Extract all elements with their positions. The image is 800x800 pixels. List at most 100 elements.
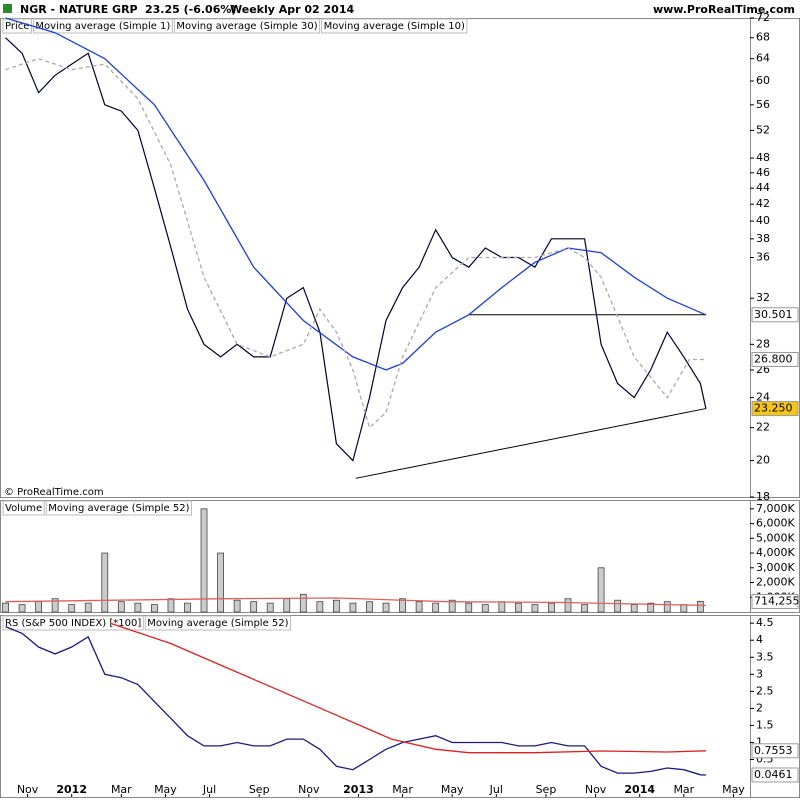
legend-entry: Moving average (Simple 1) [35, 21, 170, 32]
value-badge [751, 767, 799, 783]
y-tick-label: 46 [756, 166, 770, 179]
y-tick-label: 4,000K [756, 546, 795, 559]
y-tick-label: 36 [756, 251, 770, 264]
series-line [5, 58, 706, 429]
legend-box [144, 615, 292, 631]
x-tick-label: May [154, 783, 177, 796]
volume-bar [266, 602, 274, 613]
y-tick-label: 2,000K [756, 576, 795, 589]
y-tick-label: 3.5 [756, 650, 774, 663]
volume-bar [200, 508, 208, 613]
y-tick-label: 1.5 [756, 718, 774, 731]
y-tick-label: 48 [756, 151, 770, 164]
volume-bar [696, 601, 704, 613]
value-badge-label: 0.7553 [754, 744, 793, 757]
legend-entry: Price [5, 21, 29, 32]
volume-bar [680, 604, 688, 613]
y-tick-label: 52 [756, 123, 770, 136]
volume-bar [614, 599, 622, 613]
symbol-title: NGR - NATURE GRP [20, 3, 138, 16]
volume-bar [349, 602, 357, 613]
volume-bar [250, 601, 258, 613]
y-tick-label: 2 [756, 701, 763, 714]
volume-bar [399, 598, 406, 613]
y-tick-label: 6,000K [756, 517, 795, 530]
y-tick-label: 32 [756, 291, 770, 304]
legend-entry: Volume [5, 503, 42, 514]
series-line [5, 625, 706, 776]
volume-bar [117, 601, 125, 613]
value-badge-label: 0.0461 [754, 768, 793, 781]
value-badge-label: 30.501 [754, 308, 793, 321]
volume-bar [283, 598, 291, 613]
copyright: © ProRealTime.com [4, 487, 104, 498]
legend-entry: RS (S&P 500 INDEX) [*100] [5, 618, 141, 629]
volume-bar [51, 598, 59, 613]
x-tick-label: 2012 [56, 783, 87, 796]
volume-bar [448, 599, 456, 613]
site: www.ProRealTime.com [653, 3, 795, 16]
series-line [5, 37, 707, 462]
y-tick-label: 64 [756, 52, 770, 65]
y-tick-label: 24 [756, 391, 770, 404]
y-tick-label: 60 [756, 74, 770, 87]
x-tick-label: Nov [17, 783, 39, 796]
y-tick-label: 3,000K [756, 561, 795, 574]
y-tick-label: 72 [756, 11, 770, 24]
value-badge-label: 23.250 [754, 402, 793, 415]
series-line [5, 17, 707, 371]
y-tick-label: 44 [756, 181, 770, 194]
volume-bar [134, 602, 142, 613]
value-badge [751, 593, 799, 609]
y-tick-label: 68 [756, 31, 770, 44]
y-tick-label: 7,000K [756, 502, 795, 515]
x-tick-label: 2014 [624, 783, 655, 796]
period: Weekly Apr 02 2014 [230, 3, 354, 16]
y-tick-label: 40 [756, 214, 770, 227]
series-line [5, 597, 706, 607]
y-tick-label: 3 [756, 667, 763, 680]
y-tick-label: 5,000K [756, 531, 795, 544]
volume-bar [316, 601, 324, 613]
volume-bar [299, 593, 307, 613]
x-tick-label: Sep [536, 783, 557, 796]
volume-bar [514, 602, 522, 613]
value-badge [751, 351, 799, 367]
volume-bar [531, 604, 539, 613]
volume-bar [548, 602, 555, 613]
volume-bar [366, 601, 373, 613]
y-tick-label: 28 [756, 337, 770, 350]
value-badge [751, 307, 799, 323]
volume-bar [382, 602, 390, 613]
volume-bar [101, 552, 109, 613]
x-tick-label: Jul [202, 783, 216, 796]
y-tick-label: 1 [756, 735, 763, 748]
volume-bar [84, 602, 92, 613]
legend-entry: Moving average (Simple 52) [147, 618, 288, 629]
y-tick-label: 22 [756, 421, 770, 434]
y-tick-label: 38 [756, 232, 770, 245]
volume-bar [432, 602, 440, 613]
volume-bar [217, 552, 224, 613]
volume-bar [564, 598, 572, 613]
value-badge-label: 714,255 [754, 594, 800, 607]
x-tick-label: Mar [673, 783, 694, 796]
volume-bar [415, 601, 423, 613]
volume-bar [68, 604, 76, 613]
legend-box [2, 500, 45, 516]
series-line [110, 622, 706, 754]
y-tick-label: 2.5 [756, 684, 774, 697]
volume-bar [151, 604, 158, 613]
volume-bar [233, 599, 241, 613]
legend-entry: Moving average (Simple 30) [176, 21, 317, 32]
legend-box [45, 500, 192, 516]
legend-box [321, 18, 468, 34]
quote: 23.25 (-6.06%) [145, 3, 236, 16]
legend-box [173, 18, 321, 34]
legend-entry: Moving average (Simple 52) [48, 503, 189, 514]
volume-bar [630, 604, 638, 613]
trendline [355, 408, 706, 479]
x-tick-label: Mar [111, 783, 132, 796]
volume-bar [332, 599, 340, 613]
